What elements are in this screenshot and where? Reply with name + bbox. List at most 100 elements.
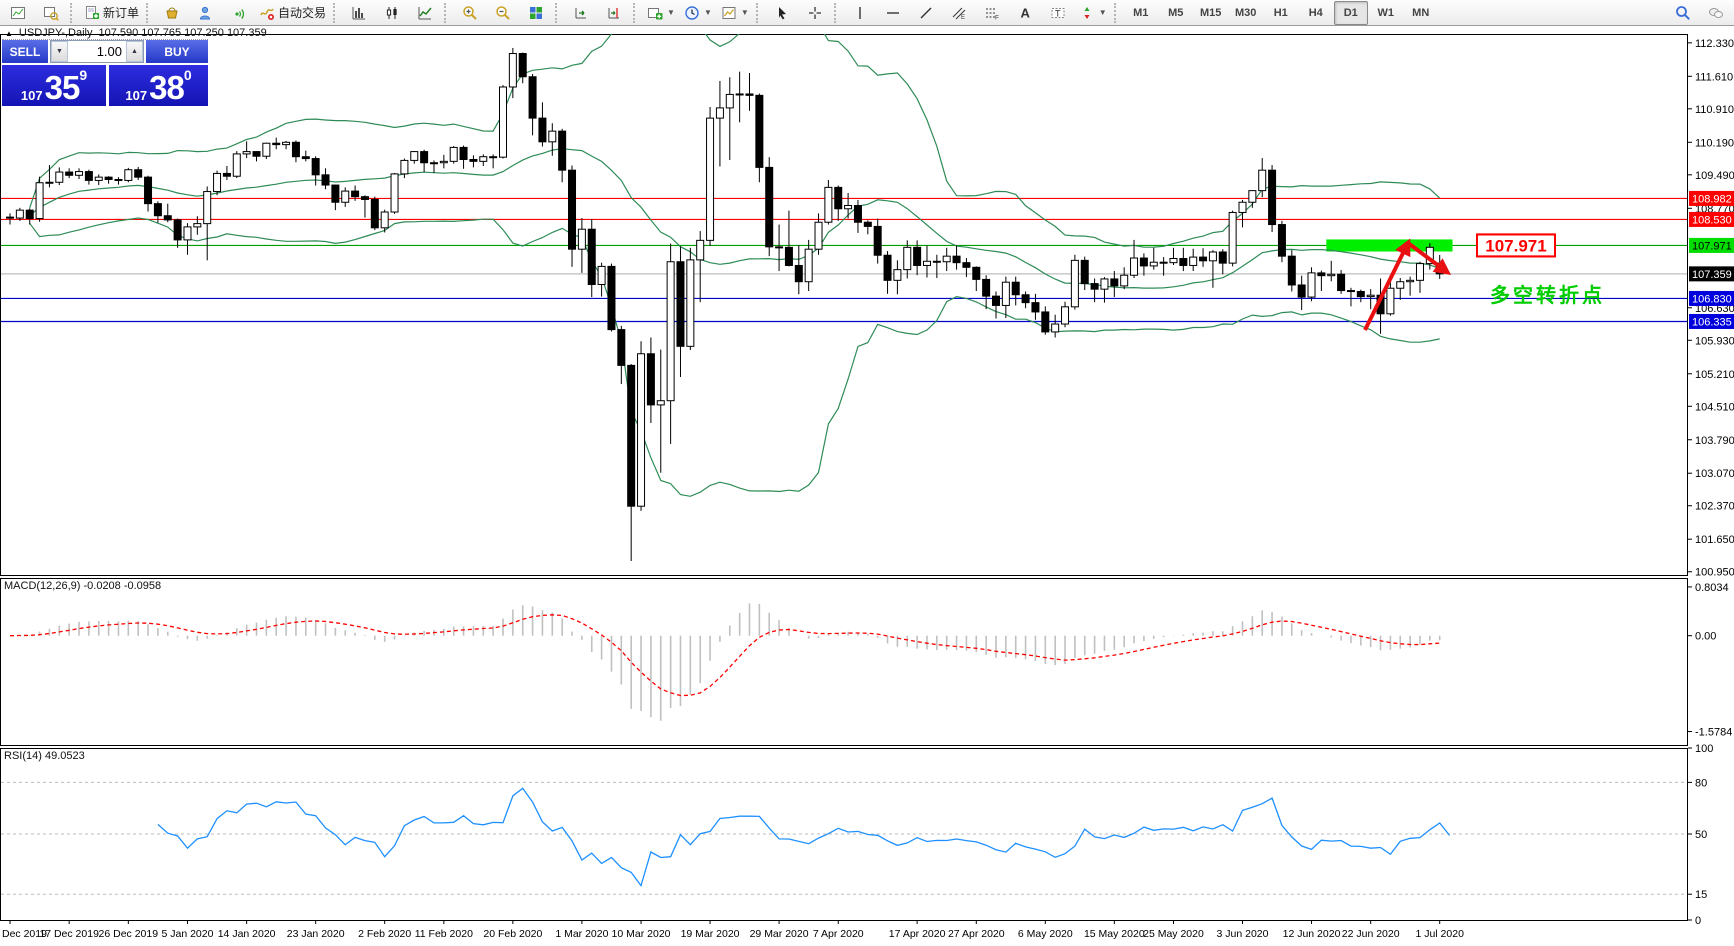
main-pane[interactable] bbox=[0, 34, 1688, 576]
symbol-title: USDJPY-,Daily bbox=[18, 27, 93, 39]
horizontal-line-button[interactable] bbox=[877, 1, 909, 25]
publisher-button[interactable] bbox=[189, 1, 221, 25]
chart-shift-icon bbox=[606, 5, 622, 21]
template-button[interactable]: ▼ bbox=[717, 1, 753, 25]
svg-text:107.971: 107.971 bbox=[1485, 236, 1546, 255]
rsi-label-row: RSI(14) 49.0523 bbox=[4, 750, 85, 762]
resistance-zone-box[interactable] bbox=[1326, 239, 1453, 252]
timeframe-m15[interactable]: M15 bbox=[1194, 1, 1228, 25]
svg-text:0.8034: 0.8034 bbox=[1695, 582, 1729, 594]
line-chart-button[interactable] bbox=[409, 1, 441, 25]
timeframe-mn[interactable]: MN bbox=[1404, 1, 1438, 25]
timeframe-m1[interactable]: M1 bbox=[1124, 1, 1158, 25]
vertical-line-icon bbox=[852, 5, 868, 21]
bar-chart-button[interactable] bbox=[343, 1, 375, 25]
svg-text:11 Feb 2020: 11 Feb 2020 bbox=[415, 928, 473, 940]
svg-text:1 Mar 2020: 1 Mar 2020 bbox=[555, 928, 608, 940]
sell-price-tile[interactable]: 107 35 9 bbox=[2, 65, 106, 106]
sell-price-point: 9 bbox=[79, 67, 88, 83]
symbol-direction-icon: ▲ bbox=[5, 28, 13, 38]
chart-shift-button[interactable] bbox=[598, 1, 630, 25]
text-label-button[interactable]: T bbox=[1042, 1, 1074, 25]
autotrading-icon bbox=[259, 5, 275, 21]
svg-text:0.00: 0.00 bbox=[1695, 631, 1716, 643]
timeframe-h1[interactable]: H1 bbox=[1264, 1, 1298, 25]
svg-text:7 Apr 2020: 7 Apr 2020 bbox=[813, 928, 864, 940]
vertical-line-button[interactable] bbox=[844, 1, 876, 25]
clock-button[interactable]: ▼ bbox=[680, 1, 716, 25]
svg-text:12 Jun 2020: 12 Jun 2020 bbox=[1283, 928, 1341, 940]
timeframe-w1[interactable]: W1 bbox=[1369, 1, 1403, 25]
svg-text:25 May 2020: 25 May 2020 bbox=[1143, 928, 1204, 940]
trendline-button[interactable] bbox=[910, 1, 942, 25]
price-axis[interactable]: 112.330111.610110.910110.190109.490108.7… bbox=[1688, 38, 1734, 579]
svg-text:5 Jan 2020: 5 Jan 2020 bbox=[161, 928, 213, 940]
toolbar-group-separator bbox=[555, 2, 562, 23]
new-chart-button[interactable]: ▼ bbox=[643, 1, 679, 25]
volume-increase-button[interactable]: ▲ bbox=[126, 41, 143, 62]
timeframe-m30[interactable]: M30 bbox=[1229, 1, 1263, 25]
svg-text:100.950: 100.950 bbox=[1695, 567, 1734, 579]
template-icon bbox=[721, 5, 737, 21]
toolbar-group-separator bbox=[755, 2, 763, 23]
volume-decrease-button[interactable]: ▼ bbox=[51, 41, 68, 62]
rsi-indicator bbox=[1, 781, 1687, 895]
data-window-button[interactable] bbox=[35, 1, 67, 25]
svg-text:T: T bbox=[1055, 8, 1061, 18]
candlestick-button[interactable] bbox=[376, 1, 408, 25]
symbol-bar: ▲ USDJPY-,Daily 107.590 107.765 107.250 … bbox=[5, 27, 267, 39]
cursor-button[interactable] bbox=[766, 1, 798, 25]
cursor-icon bbox=[774, 5, 790, 21]
trend-arrow[interactable] bbox=[1363, 238, 1452, 331]
chat-button[interactable] bbox=[1700, 1, 1732, 25]
zoom-in-button[interactable] bbox=[454, 1, 486, 25]
trade-panel-price-row: 107 35 9 107 38 0 bbox=[2, 65, 208, 106]
new-order-button[interactable]: 新订单 bbox=[80, 1, 143, 25]
buy-price-tile[interactable]: 107 38 0 bbox=[109, 65, 208, 106]
clock-icon bbox=[684, 5, 700, 21]
timeframe-d1-label: D1 bbox=[1343, 6, 1358, 19]
rsi-label: RSI(14) bbox=[4, 750, 42, 762]
svg-text:107.359: 107.359 bbox=[1692, 269, 1732, 281]
crosshair-button[interactable] bbox=[799, 1, 831, 25]
tile-windows-button[interactable] bbox=[520, 1, 552, 25]
chart-window-button[interactable] bbox=[2, 1, 34, 25]
channel-icon: E bbox=[951, 5, 967, 21]
timeframe-d1[interactable]: D1 bbox=[1333, 0, 1368, 25]
bucket-button[interactable] bbox=[156, 1, 188, 25]
channel-button[interactable]: E bbox=[943, 1, 975, 25]
text-button[interactable]: A bbox=[1009, 1, 1041, 25]
text-label-icon: T bbox=[1050, 5, 1066, 21]
macd-pane[interactable] bbox=[0, 578, 1688, 746]
publisher-icon bbox=[197, 5, 213, 21]
price-callout-label[interactable]: 107.971 bbox=[1476, 233, 1556, 258]
macd-values: -0.0208 -0.0958 bbox=[83, 580, 162, 592]
chart-window-icon bbox=[10, 5, 26, 21]
volume-input[interactable] bbox=[68, 41, 126, 62]
sell-price-figure: 107 bbox=[20, 88, 43, 103]
svg-text:105.930: 105.930 bbox=[1695, 335, 1734, 347]
auto-scroll-button[interactable] bbox=[565, 1, 597, 25]
svg-text:14 Jan 2020: 14 Jan 2020 bbox=[218, 928, 276, 940]
timeframe-m5[interactable]: M5 bbox=[1159, 1, 1193, 25]
arrows-button[interactable]: ▼ bbox=[1075, 1, 1111, 25]
sell-button[interactable]: SELL bbox=[2, 40, 50, 63]
auto-scroll-icon bbox=[573, 5, 589, 21]
chevron-down-icon: ▼ bbox=[740, 8, 749, 17]
turning-point-note[interactable]: 多空转折点 bbox=[1490, 283, 1605, 307]
svg-text:22 Jun 2020: 22 Jun 2020 bbox=[1342, 928, 1400, 940]
trade-panel: SELL ▼ ▲ BUY 107 35 9 107 38 0 bbox=[2, 39, 208, 106]
zoom-out-button[interactable] bbox=[487, 1, 519, 25]
svg-text:F: F bbox=[995, 14, 999, 21]
signal-button[interactable] bbox=[222, 1, 254, 25]
timeframe-h4[interactable]: H4 bbox=[1299, 1, 1333, 25]
bucket-icon bbox=[164, 5, 180, 21]
search-button[interactable] bbox=[1667, 1, 1699, 25]
autotrading-button[interactable]: 自动交易 bbox=[255, 1, 330, 25]
fibonacci-button[interactable]: F bbox=[976, 1, 1008, 25]
text-icon: A bbox=[1017, 5, 1033, 21]
timeframe-mn-label: MN bbox=[1412, 6, 1430, 19]
buy-button[interactable]: BUY bbox=[144, 40, 208, 63]
